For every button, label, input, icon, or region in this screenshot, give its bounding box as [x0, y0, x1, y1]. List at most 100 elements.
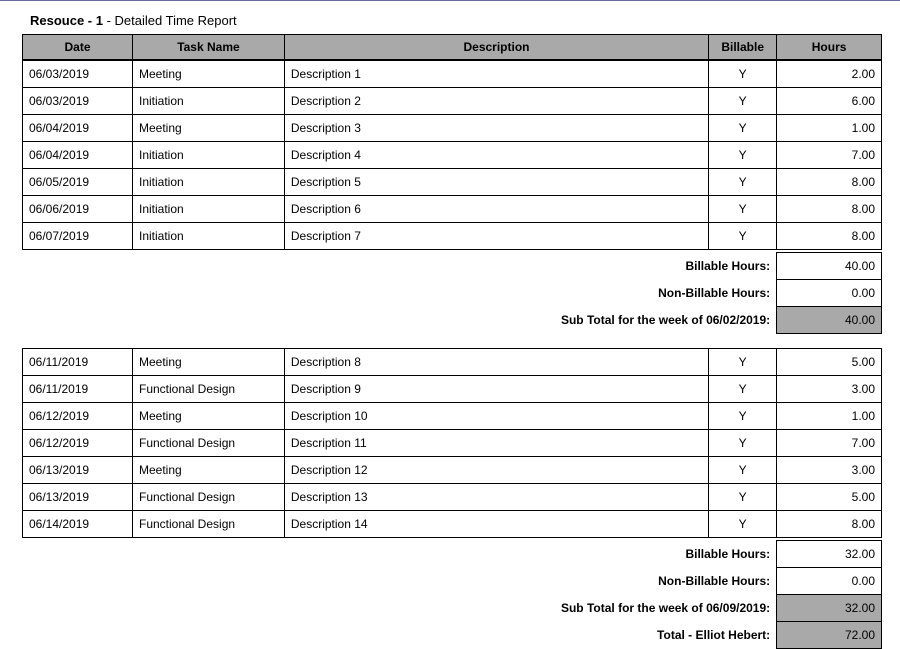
- cell-desc: Description 1: [284, 61, 708, 88]
- cell-desc: Description 13: [284, 484, 708, 511]
- cell-bill: Y: [709, 142, 777, 169]
- cell-hours: 8.00: [777, 223, 882, 250]
- cell-desc: Description 12: [284, 457, 708, 484]
- title-prefix: Resouce - 1: [30, 13, 103, 28]
- table-row: 06/13/2019Functional DesignDescription 1…: [23, 484, 882, 511]
- cell-task: Meeting: [132, 115, 284, 142]
- cell-desc: Description 9: [284, 376, 708, 403]
- cell-hours: 5.00: [777, 484, 882, 511]
- summary-row: Sub Total for the week of 06/09/2019:32.…: [22, 595, 882, 622]
- cell-bill: Y: [709, 484, 777, 511]
- table-row: 06/04/2019InitiationDescription 4Y7.00: [23, 142, 882, 169]
- cell-task: Functional Design: [132, 376, 284, 403]
- summary-row: Non-Billable Hours:0.00: [22, 280, 882, 307]
- cell-desc: Description 14: [284, 511, 708, 538]
- cell-task: Functional Design: [132, 430, 284, 457]
- cell-bill: Y: [709, 196, 777, 223]
- cell-bill: Y: [709, 403, 777, 430]
- cell-bill: Y: [709, 430, 777, 457]
- cell-bill: Y: [709, 376, 777, 403]
- title-suffix: - Detailed Time Report: [103, 13, 237, 28]
- cell-task: Initiation: [132, 169, 284, 196]
- cell-date: 06/04/2019: [23, 142, 133, 169]
- cell-date: 06/05/2019: [23, 169, 133, 196]
- cell-hours: 3.00: [777, 457, 882, 484]
- summary-label: Total - Elliot Hebert:: [22, 622, 777, 649]
- cell-task: Meeting: [132, 61, 284, 88]
- week-table: 06/03/2019MeetingDescription 1Y2.0006/03…: [22, 60, 882, 250]
- cell-task: Initiation: [132, 88, 284, 115]
- cell-desc: Description 10: [284, 403, 708, 430]
- cell-task: Meeting: [132, 457, 284, 484]
- summary-value: 32.00: [777, 541, 882, 568]
- cell-bill: Y: [709, 511, 777, 538]
- table-row: 06/13/2019MeetingDescription 12Y3.00: [23, 457, 882, 484]
- summary-row: Billable Hours:40.00: [22, 253, 882, 280]
- cell-hours: 8.00: [777, 169, 882, 196]
- summary-value: 40.00: [777, 253, 882, 280]
- summary-value: 32.00: [777, 595, 882, 622]
- report-page: Resouce - 1 - Detailed Time Report Date …: [22, 1, 882, 649]
- cell-task: Initiation: [132, 142, 284, 169]
- cell-hours: 3.00: [777, 376, 882, 403]
- cell-date: 06/13/2019: [23, 484, 133, 511]
- table-row: 06/14/2019Functional DesignDescription 1…: [23, 511, 882, 538]
- week-table: 06/11/2019MeetingDescription 8Y5.0006/11…: [22, 348, 882, 538]
- cell-desc: Description 5: [284, 169, 708, 196]
- report-title: Resouce - 1 - Detailed Time Report: [30, 13, 882, 28]
- cell-bill: Y: [709, 88, 777, 115]
- cell-hours: 7.00: [777, 430, 882, 457]
- cell-bill: Y: [709, 169, 777, 196]
- cell-hours: 5.00: [777, 349, 882, 376]
- summary-row: Total - Elliot Hebert:72.00: [22, 622, 882, 649]
- cell-date: 06/06/2019: [23, 196, 133, 223]
- cell-task: Meeting: [132, 403, 284, 430]
- summary-value: 40.00: [777, 307, 882, 334]
- col-bill: Billable: [709, 35, 777, 60]
- weeks-container: 06/03/2019MeetingDescription 1Y2.0006/03…: [22, 60, 882, 649]
- cell-date: 06/03/2019: [23, 88, 133, 115]
- cell-date: 06/04/2019: [23, 115, 133, 142]
- cell-desc: Description 3: [284, 115, 708, 142]
- cell-desc: Description 6: [284, 196, 708, 223]
- cell-hours: 1.00: [777, 115, 882, 142]
- week-gap: [22, 334, 882, 348]
- summary-label: Billable Hours:: [22, 253, 777, 280]
- cell-desc: Description 2: [284, 88, 708, 115]
- week-summary: Billable Hours:32.00Non-Billable Hours:0…: [22, 540, 882, 649]
- summary-label: Sub Total for the week of 06/02/2019:: [22, 307, 777, 334]
- cell-bill: Y: [709, 349, 777, 376]
- table-row: 06/05/2019InitiationDescription 5Y8.00: [23, 169, 882, 196]
- cell-desc: Description 7: [284, 223, 708, 250]
- cell-task: Functional Design: [132, 511, 284, 538]
- summary-value: 0.00: [777, 568, 882, 595]
- cell-date: 06/11/2019: [23, 349, 133, 376]
- cell-desc: Description 11: [284, 430, 708, 457]
- cell-desc: Description 8: [284, 349, 708, 376]
- cell-bill: Y: [709, 223, 777, 250]
- table-row: 06/11/2019Functional DesignDescription 9…: [23, 376, 882, 403]
- summary-value: 0.00: [777, 280, 882, 307]
- col-date: Date: [23, 35, 133, 60]
- summary-row: Non-Billable Hours:0.00: [22, 568, 882, 595]
- cell-hours: 1.00: [777, 403, 882, 430]
- summary-value: 72.00: [777, 622, 882, 649]
- table-row: 06/03/2019MeetingDescription 1Y2.00: [23, 61, 882, 88]
- table-row: 06/11/2019MeetingDescription 8Y5.00: [23, 349, 882, 376]
- cell-bill: Y: [709, 115, 777, 142]
- table-row: 06/06/2019InitiationDescription 6Y8.00: [23, 196, 882, 223]
- table-row: 06/12/2019MeetingDescription 10Y1.00: [23, 403, 882, 430]
- summary-label: Sub Total for the week of 06/09/2019:: [22, 595, 777, 622]
- column-headers: Date Task Name Description Billable Hour…: [22, 34, 882, 60]
- col-hours: Hours: [777, 35, 882, 60]
- cell-task: Initiation: [132, 223, 284, 250]
- cell-date: 06/12/2019: [23, 430, 133, 457]
- cell-date: 06/14/2019: [23, 511, 133, 538]
- summary-row: Billable Hours:32.00: [22, 541, 882, 568]
- cell-date: 06/12/2019: [23, 403, 133, 430]
- cell-date: 06/03/2019: [23, 61, 133, 88]
- table-row: 06/03/2019InitiationDescription 2Y6.00: [23, 88, 882, 115]
- table-row: 06/04/2019MeetingDescription 3Y1.00: [23, 115, 882, 142]
- cell-desc: Description 4: [284, 142, 708, 169]
- cell-date: 06/07/2019: [23, 223, 133, 250]
